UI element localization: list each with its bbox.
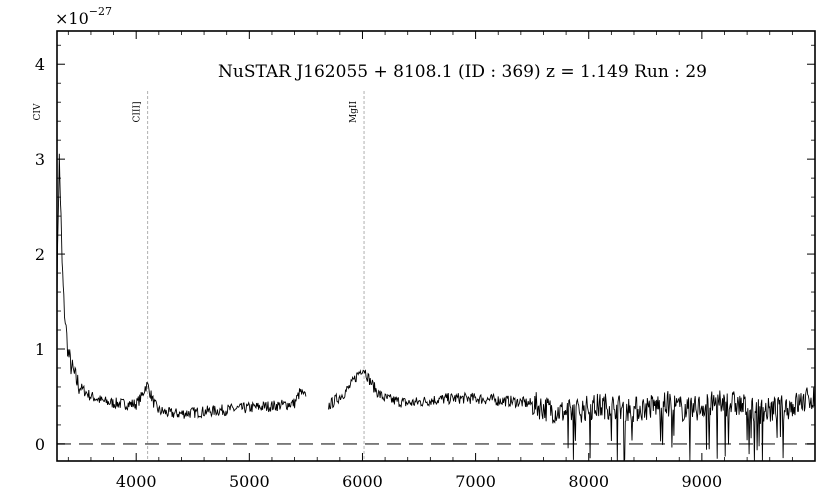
y-tick-label: 4 bbox=[35, 55, 45, 74]
axis-ticks: 4000 5000 6000 7000 8000 9000 0 1 2 3 4 bbox=[35, 31, 815, 491]
emission-line-label: CIII] bbox=[133, 101, 143, 122]
y-tick-label: 1 bbox=[35, 340, 45, 359]
emission-line-layer: CIV CIII] MgII bbox=[33, 91, 365, 461]
x-tick-label: 9000 bbox=[682, 472, 723, 491]
y-axis-multiplier: ×10−27 bbox=[55, 5, 112, 28]
spectrum-series bbox=[56, 153, 816, 462]
y-tick-label: 2 bbox=[35, 245, 45, 264]
y-tick-label: 3 bbox=[35, 150, 45, 169]
plot-frame bbox=[56, 30, 816, 462]
emission-line-label: CIV bbox=[33, 103, 43, 120]
x-tick-label: 6000 bbox=[342, 472, 383, 491]
x-tick-label: 4000 bbox=[116, 472, 157, 491]
x-tick-label: 8000 bbox=[568, 472, 609, 491]
spectrum-segment bbox=[328, 369, 816, 462]
y-tick-label: 0 bbox=[35, 435, 45, 454]
emission-line-label: MgII bbox=[349, 101, 359, 124]
spectrum-segment bbox=[56, 153, 307, 419]
chart-title: NuSTAR J162055 + 8108.1 (ID : 369) z = 1… bbox=[218, 62, 707, 82]
x-tick-label: 5000 bbox=[229, 472, 270, 491]
x-tick-label: 7000 bbox=[455, 472, 496, 491]
